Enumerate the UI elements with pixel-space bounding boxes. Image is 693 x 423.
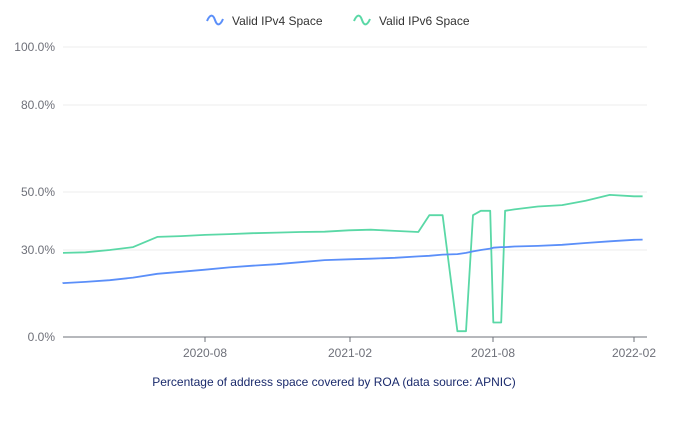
y-tick-label: 80.0% (21, 98, 55, 112)
chart-caption: Percentage of address space covered by R… (152, 375, 516, 389)
x-axis: 2020-08 2021-02 2021-08 2022-02 (63, 336, 656, 360)
series-line-ipv6 (62, 194, 643, 333)
y-tick-label: 30.0% (21, 243, 55, 257)
x-tick-label: 2021-08 (471, 346, 515, 360)
legend-line-icon-ipv6 (353, 14, 371, 26)
legend-label-ipv4: Valid IPv4 Space (232, 14, 323, 28)
x-tick-label: 2022-02 (612, 346, 656, 360)
plot-area (62, 194, 643, 333)
series-line-ipv4 (62, 238, 643, 284)
x-tick-label: 2020-08 (183, 346, 227, 360)
legend-line-icon-ipv4 (206, 14, 224, 26)
legend-label-ipv6: Valid IPv6 Space (379, 14, 470, 28)
y-tick-label: 50.0% (21, 185, 55, 199)
legend-item-ipv6[interactable]: Valid IPv6 Space (353, 14, 470, 28)
y-tick-label: 100.0% (14, 40, 55, 54)
x-tick-label: 2021-02 (328, 346, 372, 360)
y-axis: 100.0% 80.0% 50.0% 30.0% 0.0% (14, 40, 55, 344)
y-tick-label: 0.0% (28, 330, 56, 344)
grid (63, 46, 647, 251)
legend[interactable]: Valid IPv4 Space Valid IPv6 Space (206, 14, 470, 28)
legend-item-ipv4[interactable]: Valid IPv4 Space (206, 14, 323, 28)
